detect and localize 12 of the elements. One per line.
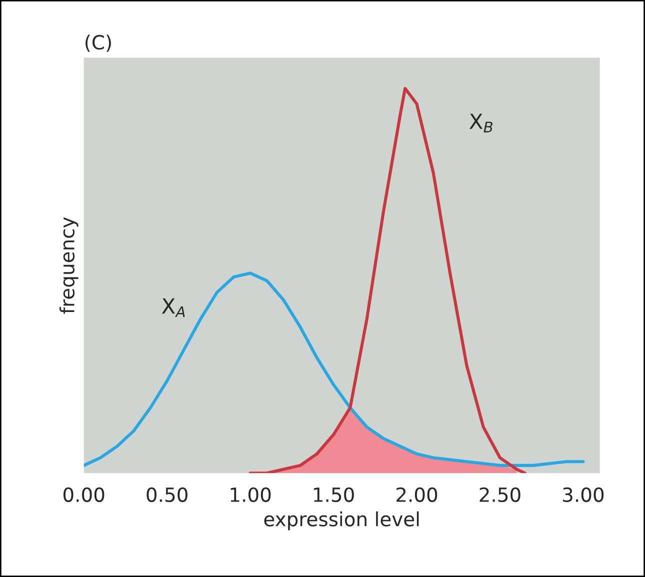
x-tick-label: 0.00 [63,487,104,502]
series-label: X$_{A}$ [162,298,185,317]
x-tick-label: 1.00 [230,487,271,502]
x-tick-label: 3.00 [563,487,604,502]
x-axis-title: expression level [264,511,419,530]
x-tick-label: 1.50 [314,487,354,502]
x-tick-label: 0.50 [146,487,188,502]
x-tick-label: 2.50 [480,487,520,502]
y-axis-title: frequency [59,217,78,314]
chart-title: (C) [86,34,111,52]
text: X$_{B}$ [470,114,492,132]
x-tick-label: 2.00 [396,487,438,502]
